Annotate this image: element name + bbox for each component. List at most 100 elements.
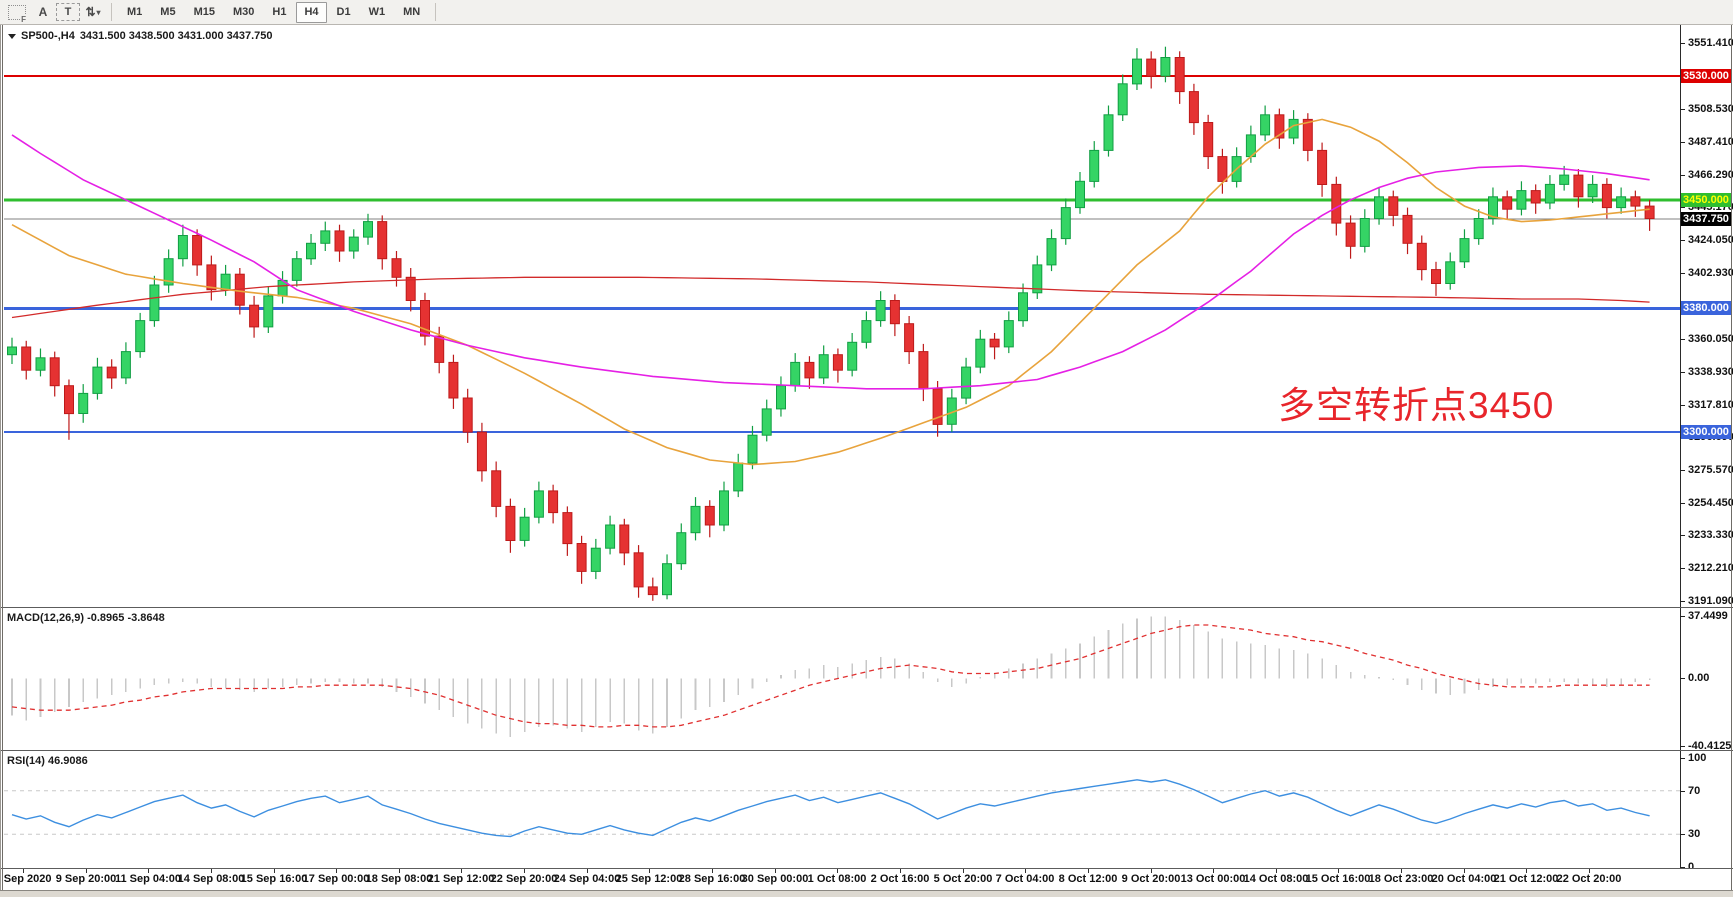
candle-bear — [918, 343, 929, 402]
timeframe-button-m30[interactable]: M30 — [232, 6, 255, 18]
time-label: 13 Oct 00:00 — [1180, 873, 1246, 885]
candle-bear — [1416, 235, 1427, 281]
time-label: 24 Sep 04:00 — [553, 873, 621, 885]
rsi-chart[interactable] — [0, 751, 1733, 868]
candle-bear — [1345, 215, 1356, 259]
candle-bear — [1274, 108, 1285, 149]
timeframe-button-h1[interactable]: H1 — [272, 6, 287, 18]
candle-bear — [1203, 114, 1214, 169]
candle-bear — [1174, 51, 1185, 104]
time-label: 25 Sep 12:00 — [615, 873, 683, 885]
candle-bull — [1616, 187, 1627, 214]
time-label: 18 Sep 08:00 — [365, 873, 433, 885]
price-tick-label: 3254.450 — [1688, 497, 1733, 509]
time-tick-mark — [461, 869, 462, 873]
rsi-panel[interactable]: RSI(14) 46.9086 100 70 30 0 — [0, 750, 1733, 873]
candle-bull — [1359, 209, 1370, 253]
candle-bear — [391, 251, 402, 287]
macd-tick-mark — [1680, 678, 1685, 679]
time-tick-mark — [963, 869, 964, 873]
candle-bull — [1075, 172, 1085, 214]
candle-bear — [462, 388, 473, 443]
time-axis[interactable]: 8 Sep 2020 9 Sep 20:00 11 Sep 04:00 14 Sep … — [0, 868, 1733, 890]
collapse-caret-icon[interactable] — [8, 33, 16, 39]
time-label: 14 Sep 08:00 — [177, 873, 245, 885]
timeframe-button-m5[interactable]: M5 — [160, 6, 176, 18]
time-label: 21 Oct 12:00 — [1493, 873, 1559, 885]
time-tick-mark — [86, 869, 87, 873]
candle-bear — [1431, 261, 1441, 296]
time-tick-mark — [524, 869, 525, 873]
candle-bull — [690, 497, 701, 541]
candle-bull — [1032, 255, 1043, 299]
rsi-value: 46.9086 — [47, 755, 88, 767]
candle-bear — [1573, 169, 1584, 208]
price-tick-label: 3275.570 — [1688, 464, 1733, 476]
candle-bull — [847, 333, 858, 377]
time-tick-mark — [837, 869, 838, 873]
macd-panel[interactable]: MACD(12,26,9) -0.8965 -3.8648 37.4499 0.0… — [0, 607, 1733, 752]
timeframe-button-w1[interactable]: W1 — [368, 6, 386, 18]
rsi-label: RSI(14) — [7, 755, 45, 767]
macd-chart[interactable] — [0, 608, 1733, 750]
time-tick-mark — [775, 869, 776, 873]
candle-bull — [363, 213, 373, 245]
time-tick-mark — [712, 869, 713, 873]
timeframe-button-m15[interactable]: M15 — [193, 6, 215, 18]
candle-bull — [277, 271, 288, 304]
time-label: 18 Oct 23:00 — [1368, 873, 1434, 885]
price-level-badge: 3300.000 — [1681, 425, 1731, 439]
candlestick-chart[interactable] — [0, 25, 1733, 607]
time-tick-mark — [399, 869, 400, 873]
arrows-tool-icon[interactable]: ⇅ ▾ — [85, 5, 101, 19]
candle-bear — [21, 340, 32, 380]
time-tick-mark — [336, 869, 337, 873]
time-tick-mark — [1401, 869, 1402, 873]
macd-tick-label: 0.00 — [1688, 672, 1710, 684]
macd-axis-line — [1680, 608, 1681, 750]
candle-bear — [1402, 207, 1413, 255]
candle-bull — [946, 388, 957, 433]
candle-bull — [7, 337, 17, 364]
time-tick-mark — [23, 869, 24, 873]
time-tick-mark — [1151, 869, 1152, 873]
candle-bull — [1459, 229, 1470, 268]
time-tick-mark — [1025, 869, 1026, 873]
candle-bear — [206, 255, 217, 301]
time-tick-mark — [1276, 869, 1277, 873]
timeframe-button-m1[interactable]: M1 — [127, 6, 143, 18]
rsi-title: RSI(14) 46.9086 — [7, 755, 88, 767]
candle-bear — [405, 268, 416, 312]
price-tick-mark — [1680, 142, 1685, 143]
text-tool-icon[interactable]: T — [56, 3, 80, 21]
dropdown-caret-icon[interactable]: ▾ — [96, 7, 101, 17]
candle-bear — [904, 316, 915, 364]
time-tick-mark — [211, 869, 212, 873]
candle-bear — [505, 498, 516, 553]
timeframe-button-d1[interactable]: D1 — [336, 6, 351, 18]
timeframe-button-h4[interactable]: H4 — [296, 1, 327, 23]
candle-bear — [804, 356, 815, 389]
rsi-tick-label: 30 — [1688, 828, 1701, 840]
price-level-badge: 3450.000 — [1681, 193, 1731, 207]
time-label: 22 Oct 20:00 — [1556, 873, 1622, 885]
candle-bull — [1473, 209, 1484, 245]
candle-bull — [776, 376, 786, 417]
grid-f-icon[interactable]: F — [8, 4, 27, 24]
timeframe-button-mn[interactable]: MN — [403, 6, 421, 18]
candle-bear — [377, 215, 388, 270]
time-tick-mark — [1526, 869, 1527, 873]
price-chart-panel[interactable]: SP500-,H4 3431.500 3438.500 3431.000 343… — [0, 25, 1733, 607]
candle-bull — [120, 342, 131, 385]
letter-a-tool-icon[interactable]: A — [38, 5, 48, 19]
price-tick-mark — [1680, 372, 1685, 373]
window-left-edge-inner — [2, 25, 3, 890]
time-tick-mark — [1213, 869, 1214, 873]
rsi-tick-mark — [1680, 867, 1685, 868]
time-label: 17 Sep 00:00 — [302, 873, 370, 885]
candle-bull — [320, 221, 331, 251]
rsi-tick-mark — [1680, 834, 1685, 835]
price-tick-mark — [1680, 568, 1685, 569]
time-label: 15 Oct 16:00 — [1305, 873, 1371, 885]
rsi-axis-line — [1680, 751, 1681, 868]
